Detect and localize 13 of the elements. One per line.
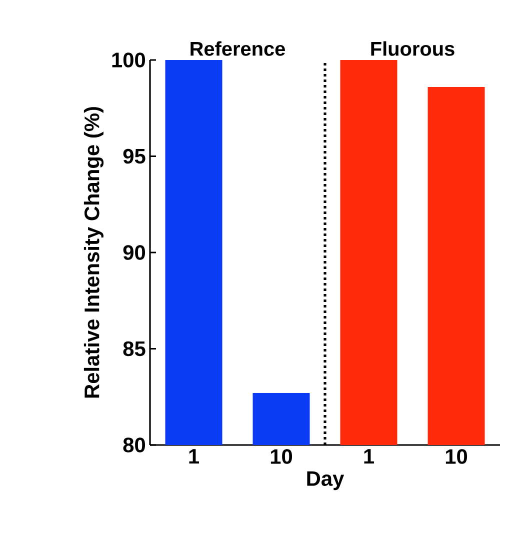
x-axis-title: Day — [307, 471, 344, 490]
y-tick-label: 85 — [123, 341, 146, 356]
y-tick-label: 100 — [112, 52, 146, 68]
x-tick-label: 1 — [189, 449, 199, 464]
y-tick-label: 90 — [123, 245, 146, 260]
x-tick-label: 1 — [364, 449, 374, 464]
y-tick-label: 80 — [123, 438, 146, 452]
x-tick-label: 10 — [270, 449, 292, 464]
x-tick-label: 10 — [446, 449, 468, 464]
y-tick-label: 95 — [123, 148, 146, 164]
text: Reference — [190, 41, 285, 56]
text: Fluorous — [371, 41, 454, 56]
y-axis-title: Relative Intensity Change (%) — [84, 107, 104, 398]
